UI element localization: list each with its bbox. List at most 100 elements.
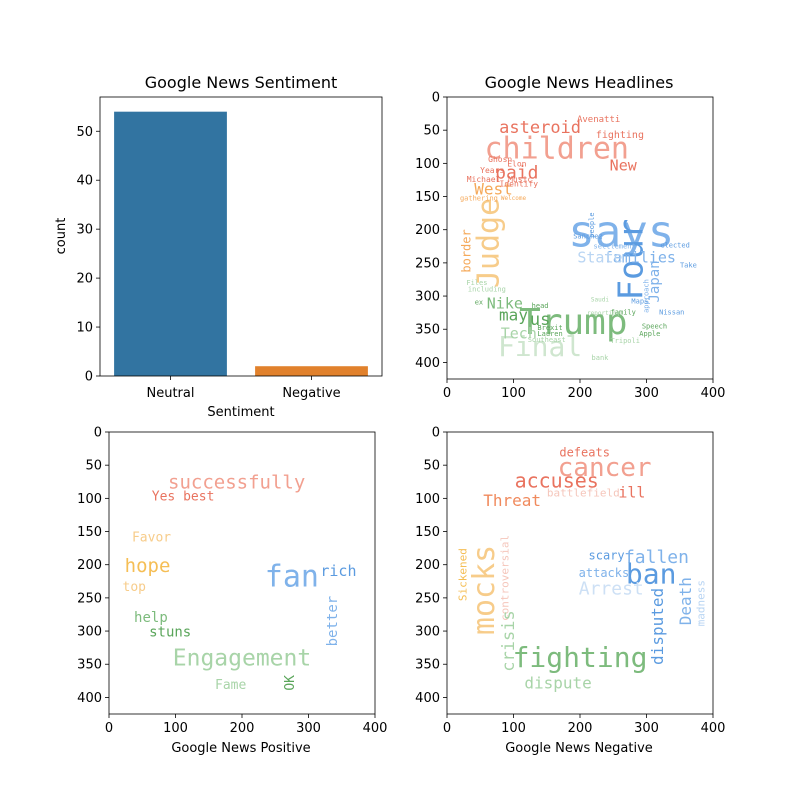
word-defeats: defeats: [559, 446, 610, 460]
word-better: better: [325, 596, 341, 647]
word-may: may: [499, 305, 528, 324]
word-people: people: [588, 212, 596, 237]
word-successfully: successfully: [168, 472, 305, 494]
word-sickened: Sickened: [457, 548, 470, 601]
sentiment-bar-chart: Google News Sentiment Sentiment count Ne…: [54, 73, 383, 420]
word-sanchez: Sanchez: [573, 232, 603, 240]
word-border: border: [459, 229, 473, 272]
word-attacks: attacks: [579, 566, 630, 580]
word-fan: fan: [265, 559, 319, 594]
word-asteroid: asteroid: [499, 118, 581, 138]
word-years: Years: [480, 166, 504, 175]
x-tick-label: Negative: [282, 386, 340, 401]
word-threat: Threat: [483, 491, 541, 510]
word-take: Take: [680, 262, 697, 270]
x-tick-label: 200: [568, 386, 593, 401]
word-fighting: fighting: [513, 641, 648, 674]
word-japan: Japan: [647, 260, 663, 302]
x-tick-label: 200: [230, 721, 255, 736]
x-tick-label: 400: [701, 721, 726, 736]
y-tick-label: 400: [415, 356, 440, 371]
plot-frame: [108, 431, 376, 715]
x-tick-label: 100: [501, 721, 526, 736]
x-tick-label: 0: [443, 721, 451, 736]
word-avenatti: Avenatti: [577, 115, 620, 125]
word-four: Four: [612, 219, 652, 301]
word-ok: OK: [283, 675, 298, 691]
word-music: Music: [508, 175, 532, 184]
y-tick-label: 350: [77, 658, 102, 673]
word-madness: madness: [695, 580, 708, 626]
word-dispute: dispute: [524, 674, 591, 693]
word-ban: ban: [626, 557, 677, 590]
y-tick-label: 300: [415, 290, 440, 305]
y-tick-label: 150: [415, 525, 440, 540]
word-battlefield: battlefield: [547, 487, 620, 500]
word-apple: Apple: [639, 330, 660, 338]
y-tick-label: 50: [85, 459, 102, 474]
negative-wordcloud: Google News Negative defeatscanceraccuse…: [415, 426, 725, 757]
word-southeast: Southeast: [528, 336, 566, 344]
y-tick-label: 400: [415, 691, 440, 706]
word-family: family: [611, 309, 636, 317]
word-ex: ex: [475, 299, 483, 307]
bar-chart-title: Google News Sentiment: [145, 73, 338, 92]
word-says: says: [568, 206, 674, 257]
y-tick-label: 300: [415, 625, 440, 640]
word-maps: Maps: [631, 297, 648, 305]
word-best: best: [183, 490, 214, 505]
x-tick-label: 0: [105, 721, 113, 736]
y-tick-label: 0: [432, 91, 440, 106]
y-tick-label: 200: [415, 558, 440, 573]
y-tick-label: 250: [77, 591, 102, 606]
word-including: including: [468, 285, 506, 293]
positive-xlabel: Google News Positive: [171, 741, 310, 756]
x-tick-label: 400: [701, 386, 726, 401]
word-reporting: reporting: [587, 310, 620, 317]
y-tick-label: 40: [76, 174, 93, 189]
word-accuses: accuses: [515, 468, 599, 492]
y-tick-label: 50: [76, 125, 93, 140]
word-us: us: [530, 310, 550, 330]
word-hope: hope: [125, 555, 171, 577]
word-nike: Nike: [487, 295, 523, 313]
word-favor: Favor: [132, 531, 171, 546]
y-tick-label: 150: [415, 190, 440, 205]
word-trump: Trump: [519, 302, 627, 343]
wordcloud-background: [447, 97, 713, 379]
word-help: help: [134, 610, 168, 626]
wordcloud-background: [447, 432, 713, 714]
y-tick-label: 200: [415, 223, 440, 238]
y-tick-label: 200: [77, 558, 102, 573]
word-welcome: Welcome: [501, 195, 527, 202]
word-fame: Fame: [215, 678, 246, 693]
y-tick-label: 300: [77, 625, 102, 640]
x-tick-label: 300: [634, 386, 659, 401]
word-tripoli: Tripoli: [610, 337, 640, 345]
negative-xlabel: Google News Negative: [505, 741, 653, 756]
word-west: West: [474, 179, 513, 198]
word-settlement: settlement: [594, 242, 636, 250]
y-tick-label: 350: [415, 323, 440, 338]
word-ill: ill: [618, 484, 645, 502]
word-arrest: Arrest: [579, 578, 644, 599]
word-stuns: stuns: [149, 624, 191, 640]
plot-frame: [446, 96, 714, 380]
x-tick-label: Neutral: [147, 386, 195, 401]
plot-frame: [99, 96, 383, 377]
word-families: families: [604, 249, 676, 267]
word-children: children: [484, 132, 629, 167]
y-tick-label: 100: [415, 492, 440, 507]
x-tick-label: 0: [443, 386, 451, 401]
word-nissan: Nissan: [659, 309, 684, 317]
x-tick-label: 100: [163, 721, 188, 736]
x-tick-label: 200: [568, 721, 593, 736]
y-tick-label: 0: [94, 426, 102, 441]
word-gathering: gathering: [460, 195, 498, 203]
y-tick-label: 400: [77, 691, 102, 706]
word-fighting: fighting: [596, 130, 644, 141]
